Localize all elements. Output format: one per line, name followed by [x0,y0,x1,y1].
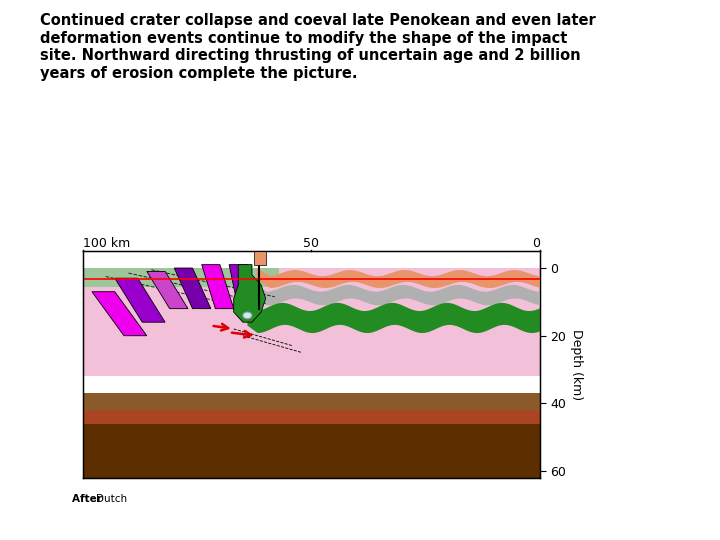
Polygon shape [92,292,147,336]
Polygon shape [229,265,256,309]
Text: 0: 0 [532,237,540,250]
Text: 50: 50 [303,237,319,250]
Polygon shape [234,265,266,322]
Y-axis label: Depth (km): Depth (km) [570,329,583,400]
Text: After: After [72,494,106,504]
Polygon shape [114,278,165,322]
Text: Continued crater collapse and coeval late Penokean and even later
deformation ev: Continued crater collapse and coeval lat… [40,14,595,80]
Text: Dutch: Dutch [96,494,127,504]
Text: 100 km: 100 km [83,237,130,250]
Polygon shape [147,272,188,309]
Circle shape [243,312,252,319]
Polygon shape [202,265,234,309]
Bar [254,251,266,265]
Polygon shape [174,268,211,309]
